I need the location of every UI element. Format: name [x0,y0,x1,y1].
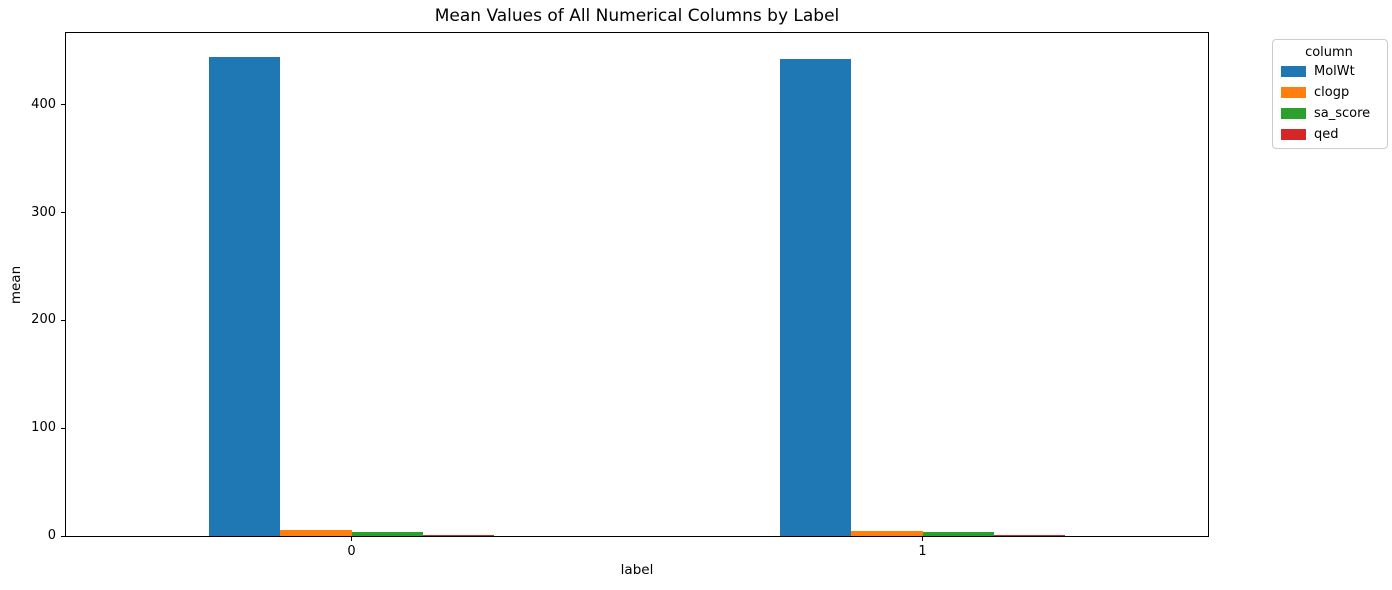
y-tick-label: 400 [31,96,56,112]
y-tick-mark [61,535,65,537]
y-tick-label: 300 [31,204,56,220]
x-tick-label: 0 [347,544,356,559]
y-tick-mark [61,319,65,321]
x-axis-label: label [620,562,654,578]
bar-MolWt-label1 [779,58,852,536]
bar-sa_score-label1 [922,531,994,536]
x-tick-mark [922,537,923,541]
legend-swatch-qed [1281,129,1306,140]
plot-area [65,32,1209,537]
legend-swatch-sa_score [1281,108,1306,119]
legend-swatch-clogp [1281,87,1306,98]
legend-label: MolWt [1314,64,1355,79]
legend-item-sa_score: sa_score [1281,107,1377,120]
x-tick-label: 1 [918,544,927,559]
legend-label: clogp [1314,85,1350,100]
y-tick-label: 100 [31,420,56,436]
bar-clogp-label1 [851,530,923,536]
x-tick-mark [351,537,352,541]
legend-label: qed [1314,127,1339,142]
y-tick-mark [61,212,65,214]
y-tick-label: 0 [47,528,56,543]
legend-title: column [1305,45,1353,60]
y-tick-mark [61,427,65,429]
legend-item-clogp: clogp [1281,86,1377,99]
y-tick-mark [61,104,65,106]
legend-item-MolWt: MolWt [1281,65,1377,78]
bar-qed-label1 [993,535,1066,536]
legend-item-qed: qed [1281,128,1377,141]
bar-clogp-label0 [280,530,352,536]
legend-swatch-MolWt [1281,66,1306,77]
bar-sa_score-label0 [351,531,423,536]
chart-title: Mean Values of All Numerical Columns by … [434,6,840,26]
legend-label: sa_score [1314,106,1371,121]
y-tick-label: 200 [31,312,56,328]
bar-qed-label0 [422,535,495,536]
y-axis-label: mean [8,265,24,305]
bar-MolWt-label0 [208,57,281,536]
